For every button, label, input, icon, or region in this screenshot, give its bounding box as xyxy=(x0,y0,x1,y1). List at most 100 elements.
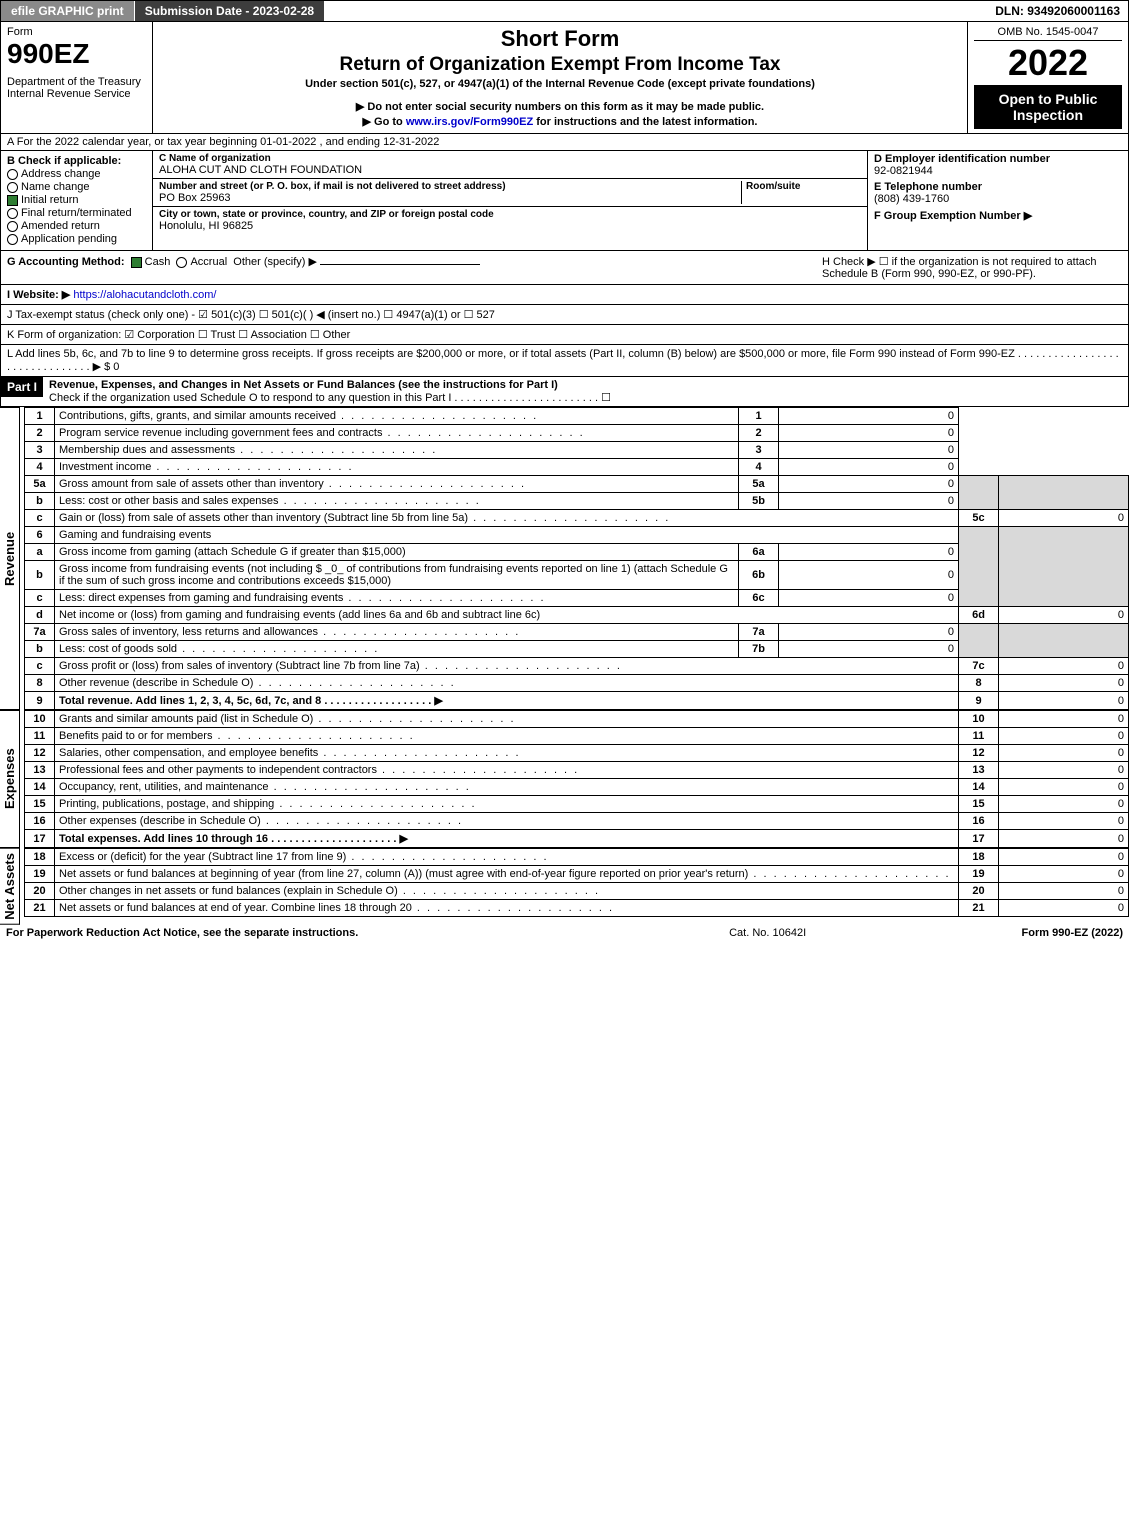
i-label: I Website: ▶ xyxy=(7,289,70,301)
footer-left: For Paperwork Reduction Act Notice, see … xyxy=(6,927,514,939)
section-b: B Check if applicable: Address change Na… xyxy=(1,151,153,250)
line-8: 8Other revenue (describe in Schedule O)8… xyxy=(25,675,1129,692)
line-5c: cGain or (loss) from sale of assets othe… xyxy=(25,510,1129,527)
page-footer: For Paperwork Reduction Act Notice, see … xyxy=(0,925,1129,941)
g-other-input[interactable] xyxy=(320,264,480,265)
top-bar: efile GRAPHIC print Submission Date - 20… xyxy=(0,0,1129,22)
part1-check: Check if the organization used Schedule … xyxy=(49,392,611,404)
line-18: 18Excess or (deficit) for the year (Subt… xyxy=(25,849,1129,866)
org-name: ALOHA CUT AND CLOTH FOUNDATION xyxy=(159,164,861,176)
line-19: 19Net assets or fund balances at beginni… xyxy=(25,866,1129,883)
f-label: F Group Exemption Number ▶ xyxy=(874,210,1032,222)
line-7c: cGross profit or (loss) from sales of in… xyxy=(25,658,1129,675)
line-6d: dNet income or (loss) from gaming and fu… xyxy=(25,607,1129,624)
section-bcdef: B Check if applicable: Address change Na… xyxy=(0,151,1129,251)
c-name-label: C Name of organization xyxy=(159,153,861,164)
title-short-form: Short Form xyxy=(161,26,959,52)
footer-center: Cat. No. 10642I xyxy=(514,927,1022,939)
department-label: Department of the Treasury Internal Reve… xyxy=(7,76,146,100)
ssn-note: ▶ Do not enter social security numbers o… xyxy=(161,100,959,113)
chk-application-pending[interactable]: Application pending xyxy=(7,233,146,245)
chk-final-return[interactable]: Final return/terminated xyxy=(7,207,146,219)
goto-note: ▶ Go to www.irs.gov/Form990EZ for instru… xyxy=(161,115,959,128)
g-accrual-check[interactable] xyxy=(176,257,187,268)
ein-value: 92-0821944 xyxy=(874,165,933,177)
netassets-group: Net Assets 18Excess or (deficit) for the… xyxy=(0,848,1129,925)
line-6: 6Gaming and fundraising events xyxy=(25,527,1129,544)
topbar-spacer xyxy=(325,1,987,21)
g-cash: Cash xyxy=(145,256,171,268)
tax-year: 2022 xyxy=(974,45,1122,81)
c-street-label: Number and street (or P. O. box, if mail… xyxy=(159,181,741,192)
b-label: B Check if applicable: xyxy=(7,155,146,167)
section-def: D Employer identification number92-08219… xyxy=(868,151,1128,250)
line-7a: 7aGross sales of inventory, less returns… xyxy=(25,624,1129,641)
footer-right: Form 990-EZ (2022) xyxy=(1022,927,1123,939)
netassets-side-label: Net Assets xyxy=(0,848,20,925)
header-right: OMB No. 1545-0047 2022 Open to Public In… xyxy=(968,22,1128,133)
title-return: Return of Organization Exempt From Incom… xyxy=(161,54,959,76)
section-a: A For the 2022 calendar year, or tax yea… xyxy=(0,134,1129,151)
line-21: 21Net assets or fund balances at end of … xyxy=(25,900,1129,917)
section-h: H Check ▶ ☐ if the organization is not r… xyxy=(822,255,1122,280)
subtitle: Under section 501(c), 527, or 4947(a)(1)… xyxy=(161,78,959,90)
irs-link[interactable]: www.irs.gov/Form990EZ xyxy=(406,116,533,128)
submission-date-button[interactable]: Submission Date - 2023-02-28 xyxy=(135,1,325,21)
chk-address-change[interactable]: Address change xyxy=(7,168,146,180)
omb-number: OMB No. 1545-0047 xyxy=(974,26,1122,41)
section-i: I Website: ▶ https://alohacutandcloth.co… xyxy=(0,285,1129,305)
chk-initial-return[interactable]: Initial return xyxy=(7,194,146,206)
line-3: 3Membership dues and assessments30 xyxy=(25,442,1129,459)
revenue-table: 1Contributions, gifts, grants, and simil… xyxy=(24,407,1129,710)
g-accrual: Accrual xyxy=(190,256,227,268)
e-label: E Telephone number xyxy=(874,181,982,193)
revenue-group: Revenue 1Contributions, gifts, grants, a… xyxy=(0,407,1129,710)
chk-name-change[interactable]: Name change xyxy=(7,181,146,193)
section-k: K Form of organization: ☑ Corporation ☐ … xyxy=(0,325,1129,345)
g-label: G Accounting Method: xyxy=(7,256,125,268)
line-11: 11Benefits paid to or for members110 xyxy=(25,728,1129,745)
section-gh: G Accounting Method: Cash Accrual Other … xyxy=(0,251,1129,285)
expenses-table: 10Grants and similar amounts paid (list … xyxy=(24,710,1129,848)
line-16: 16Other expenses (describe in Schedule O… xyxy=(25,813,1129,830)
line-17: 17Total expenses. Add lines 10 through 1… xyxy=(25,830,1129,848)
dln-label: DLN: 93492060001163 xyxy=(987,1,1128,21)
website-link[interactable]: https://alohacutandcloth.com/ xyxy=(73,289,216,301)
line-20: 20Other changes in net assets or fund ba… xyxy=(25,883,1129,900)
org-city: Honolulu, HI 96825 xyxy=(159,220,861,232)
phone-value: (808) 439-1760 xyxy=(874,193,949,205)
line-15: 15Printing, publications, postage, and s… xyxy=(25,796,1129,813)
expenses-group: Expenses 10Grants and similar amounts pa… xyxy=(0,710,1129,848)
header-center: Short Form Return of Organization Exempt… xyxy=(153,22,968,133)
g-other: Other (specify) ▶ xyxy=(233,256,317,268)
line-9: 9Total revenue. Add lines 1, 2, 3, 4, 5c… xyxy=(25,692,1129,710)
line-4: 4Investment income40 xyxy=(25,459,1129,476)
line-12: 12Salaries, other compensation, and empl… xyxy=(25,745,1129,762)
c-city-label: City or town, state or province, country… xyxy=(159,209,861,220)
netassets-table: 18Excess or (deficit) for the year (Subt… xyxy=(24,848,1129,917)
form-word: Form xyxy=(7,26,146,38)
line-14: 14Occupancy, rent, utilities, and mainte… xyxy=(25,779,1129,796)
form-number: 990EZ xyxy=(7,38,146,70)
expenses-side-label: Expenses xyxy=(0,710,20,848)
open-to-public: Open to Public Inspection xyxy=(974,85,1122,129)
header-left: Form 990EZ Department of the Treasury In… xyxy=(1,22,153,133)
g-cash-check[interactable] xyxy=(131,257,142,268)
part1-title: Revenue, Expenses, and Changes in Net As… xyxy=(49,379,558,391)
form-header: Form 990EZ Department of the Treasury In… xyxy=(0,22,1129,134)
revenue-side-label: Revenue xyxy=(0,407,20,710)
part1-bar: Part I xyxy=(1,377,43,397)
d-label: D Employer identification number xyxy=(874,153,1050,165)
line-10: 10Grants and similar amounts paid (list … xyxy=(25,711,1129,728)
org-street: PO Box 25963 xyxy=(159,192,741,204)
section-c: C Name of organization ALOHA CUT AND CLO… xyxy=(153,151,868,250)
line-2: 2Program service revenue including gover… xyxy=(25,425,1129,442)
part1-header: Part I Revenue, Expenses, and Changes in… xyxy=(0,377,1129,407)
section-l: L Add lines 5b, 6c, and 7b to line 9 to … xyxy=(0,345,1129,377)
section-j: J Tax-exempt status (check only one) - ☑… xyxy=(0,305,1129,325)
chk-amended-return[interactable]: Amended return xyxy=(7,220,146,232)
line-5a: 5aGross amount from sale of assets other… xyxy=(25,476,1129,493)
line-1: 1Contributions, gifts, grants, and simil… xyxy=(25,408,1129,425)
efile-button[interactable]: efile GRAPHIC print xyxy=(1,1,135,21)
c-room-label: Room/suite xyxy=(746,181,861,192)
